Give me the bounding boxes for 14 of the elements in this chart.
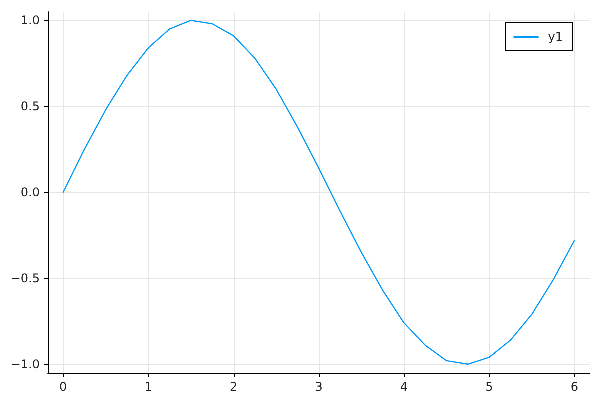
y-tick-label: 0.0	[20, 186, 40, 200]
x-tick-label: 6	[570, 380, 578, 394]
x-tick-label: 3	[315, 380, 323, 394]
y-tick-label: −0.5	[10, 271, 40, 286]
y-tick-label: 0.5	[20, 100, 40, 114]
x-tick-label: 0	[60, 380, 68, 394]
line-series	[62, 20, 576, 366]
x-tick-label: 4	[400, 380, 408, 394]
x-tick-label: 2	[230, 380, 238, 394]
y-tick-label: −1.0	[10, 357, 40, 372]
x-tick-label: 1	[144, 380, 152, 394]
legend-label: y1	[548, 30, 564, 44]
y-tick-label: 1.0	[20, 14, 40, 28]
x-tick-label: 5	[486, 380, 494, 394]
